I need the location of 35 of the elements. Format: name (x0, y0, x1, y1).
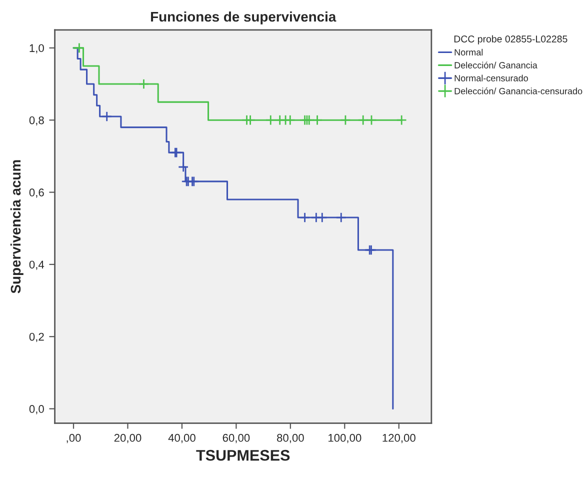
legend-title: DCC probe 02855-L02285 (454, 35, 568, 44)
point (316, 212, 328, 223)
point (265, 114, 276, 126)
point (358, 114, 368, 126)
chart-title: Funciones de supervivencia (151, 11, 336, 24)
point (336, 212, 346, 223)
x-tick-label: 60,00 (222, 434, 250, 444)
x-tick-label: 80,00 (277, 434, 304, 444)
point (284, 114, 296, 126)
y-tick-label: 0,2 (29, 332, 44, 342)
x-tick-label: 100,00 (328, 434, 362, 444)
point (244, 114, 256, 126)
point (340, 114, 351, 126)
point (138, 78, 150, 90)
x-tick-label: ,00 (66, 434, 81, 444)
point (366, 114, 377, 126)
y-tick-label: 0,6 (29, 188, 44, 198)
y-tick-label: 0,4 (29, 260, 44, 270)
point (299, 212, 310, 223)
y-tick-label: 0,0 (29, 405, 44, 414)
point (178, 162, 189, 172)
x-tick-label: 120,00 (382, 434, 416, 444)
point (312, 114, 323, 126)
x-tick-label: 20,00 (114, 434, 142, 444)
legend-label: Normal (454, 48, 483, 56)
legend-label: Delección/ Ganancia-censurado (454, 88, 582, 94)
point (396, 114, 407, 126)
y-tick-label: 0,8 (29, 116, 44, 126)
y-tick-label: 1,0 (30, 44, 44, 54)
point (102, 111, 112, 122)
y-axis-title: Supervivencia acum (10, 160, 24, 294)
x-axis-title: TSUPMESES (196, 450, 290, 461)
legend-label: Normal-censurado (454, 74, 528, 82)
legend-label: Delección/ Ganancia (454, 62, 538, 68)
x-tick-label: 40,00 (168, 434, 196, 444)
